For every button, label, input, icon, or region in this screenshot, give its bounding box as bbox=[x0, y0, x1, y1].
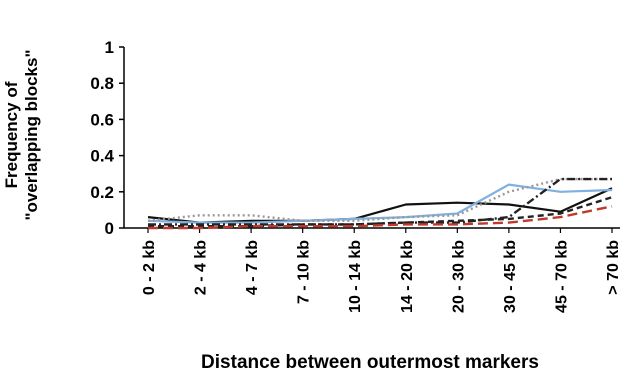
series-line-5 bbox=[148, 196, 613, 228]
x-tick-label: 10 - 14 kb bbox=[347, 240, 364, 313]
series-line-6 bbox=[148, 205, 613, 230]
x-tick-label: 45 - 70 kb bbox=[553, 240, 570, 313]
series-lines bbox=[147, 177, 613, 230]
y-tick-label: 0 bbox=[105, 219, 114, 238]
x-tick-label: 20 - 30 kb bbox=[450, 240, 467, 313]
series-line-2 bbox=[147, 183, 613, 224]
x-tick-label: > 70 kb bbox=[605, 240, 622, 295]
y-tick-label: 1 bbox=[105, 38, 114, 57]
y-tick-label: 0.6 bbox=[90, 110, 114, 129]
y-tick-label: 0.8 bbox=[90, 74, 114, 93]
x-tick-label: 2 - 4 kb bbox=[193, 240, 210, 295]
y-tick-label: 0.2 bbox=[90, 183, 114, 202]
x-tick-label: 14 - 20 kb bbox=[399, 240, 416, 313]
x-tick-label: 0 - 2 kb bbox=[141, 240, 158, 295]
x-tick-label: 30 - 45 kb bbox=[502, 240, 519, 313]
y-tick-label: 0.4 bbox=[90, 147, 114, 166]
tick-labels: 0 0.2 0.4 0.6 0.8 1 0 - 2 kb 2 - 4 kb 4 - 7 kb 7 … bbox=[90, 38, 622, 313]
y-axis-label: Frequency of "overlapping blocks" bbox=[2, 49, 41, 221]
axes bbox=[119, 46, 620, 233]
x-axis-label: Distance between outermost markers bbox=[201, 352, 539, 373]
x-tick-label: 7 - 10 kb bbox=[296, 240, 313, 304]
x-tick-label: 4 - 7 kb bbox=[244, 240, 261, 295]
